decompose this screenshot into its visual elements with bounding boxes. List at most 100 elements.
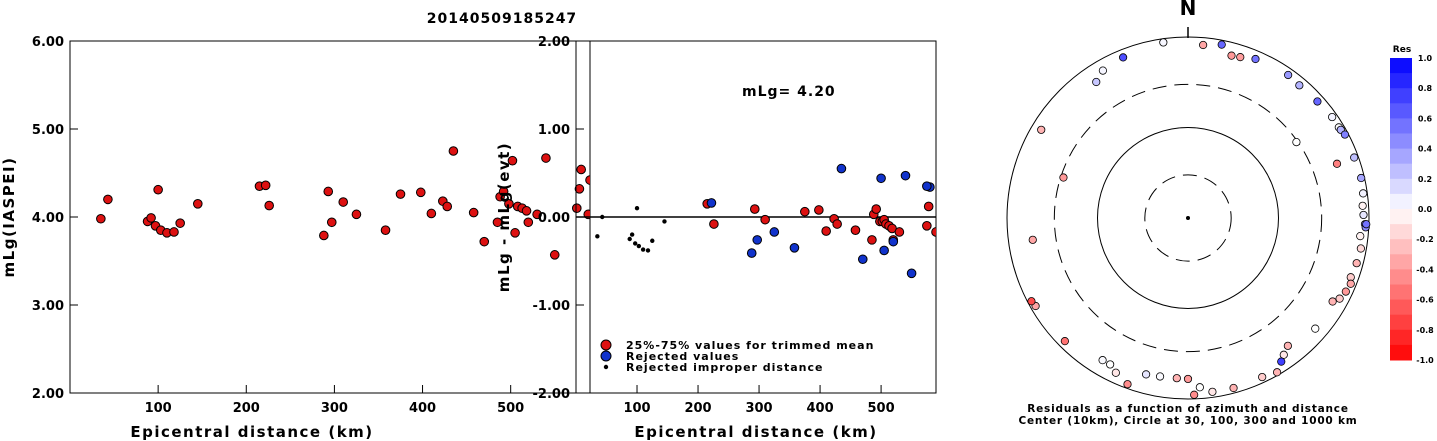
station-marker — [1340, 130, 1350, 139]
p2-xtick-label: 100 — [623, 401, 650, 416]
mlg-point — [192, 199, 203, 209]
station-marker — [1362, 220, 1371, 229]
colorbar-tick-label: -0.4 — [1416, 265, 1434, 274]
colorbar-cell — [1390, 118, 1412, 134]
trimmed-mean-point — [867, 235, 877, 245]
ring-1000km — [1006, 36, 1370, 400]
colorbar-tick-label: 0.6 — [1418, 114, 1433, 123]
trimmed-mean-point — [922, 221, 932, 231]
improper-distance-point — [600, 214, 605, 220]
trimmed-mean-point — [832, 219, 842, 229]
ring-100km — [1097, 127, 1279, 309]
station-marker — [1284, 70, 1293, 80]
trimmed-mean-point — [894, 227, 905, 237]
figure-title: 20140509185247 — [427, 11, 577, 27]
mlg-point — [338, 197, 349, 207]
p1-ytick-label: 4.00 — [32, 211, 64, 226]
mlg-point — [576, 164, 586, 175]
legend-label-improper: Rejected improper distance — [626, 361, 823, 374]
station-marker — [1311, 324, 1320, 333]
colorbar-tick-label: -0.8 — [1416, 326, 1434, 335]
improper-distance-point — [662, 219, 667, 224]
improper-distance-point — [636, 243, 642, 249]
mlg-point — [498, 186, 509, 197]
axis-ticks-1: 100 200 300 400 500 2.00 3.00 4.00 5.00 6.00 — [32, 35, 524, 416]
mlg-point — [504, 199, 514, 209]
station-marker — [1123, 380, 1132, 389]
caption-line-1: Residuals as a function of azimuth and d… — [1027, 403, 1349, 415]
improper-distance-point — [650, 238, 655, 243]
p2-ytick-label: 0.00 — [538, 211, 570, 226]
station-marker — [1159, 38, 1168, 47]
mlg-distance-panel: 100 200 300 400 500 2.00 3.00 4.00 5.00 6.00 Epic… — [0, 35, 591, 441]
mlg-point — [415, 187, 426, 198]
trimmed-mean-point — [871, 204, 882, 214]
mlg-point — [479, 236, 490, 247]
colorbar-cell — [1390, 224, 1412, 240]
station-marker — [1358, 201, 1367, 210]
data-points-2 — [595, 163, 936, 279]
colorbar-cell — [1390, 284, 1412, 301]
rejected-point — [922, 181, 932, 191]
legend-label-rejected: Rejected values — [626, 350, 739, 363]
axis-ticks-2: 100 200 300 400 500 -2.00 -1.00 0.00 1.00 2.00 — [533, 35, 895, 416]
mlg-point — [541, 153, 551, 163]
station-marker — [1356, 232, 1365, 241]
colorbar-title: Res — [1393, 45, 1411, 55]
rejected-point — [876, 173, 886, 184]
trimmed-mean-point — [931, 227, 936, 237]
legend-marker-improper — [603, 364, 609, 370]
station-markers — [1027, 38, 1371, 399]
station-marker — [1251, 54, 1260, 64]
rejected-point — [906, 268, 917, 279]
colorbar-tick-label: 0.0 — [1418, 205, 1433, 214]
p1-xtick-label: 500 — [497, 401, 524, 416]
station-marker — [1172, 374, 1181, 383]
rejected-point — [888, 236, 899, 247]
mlg-point — [175, 218, 185, 228]
p2-xtick-label: 200 — [684, 401, 711, 416]
station-marker — [1106, 360, 1115, 369]
colorbar-tick-label: -0.2 — [1416, 235, 1434, 244]
rejected-point — [706, 198, 717, 208]
station-marker — [1183, 374, 1193, 384]
colorbar-cell — [1390, 299, 1412, 316]
mlg-point — [264, 200, 274, 211]
station-marker — [1195, 383, 1204, 392]
station-marker — [1328, 297, 1337, 306]
rejected-point — [769, 227, 780, 237]
north-label: N — [1180, 0, 1197, 20]
caption-line-2: Center (10km), Circle at 30, 100, 300 an… — [1018, 415, 1357, 427]
ring-30km — [1144, 174, 1232, 262]
magnitude-annotation: mLg= 4.20 — [742, 84, 836, 100]
mlg-point — [442, 201, 453, 212]
mlg-point — [574, 184, 585, 194]
station-marker — [1279, 350, 1288, 359]
mlg-point — [468, 207, 479, 218]
ring-300km — [1053, 83, 1323, 353]
mlg-point — [510, 228, 520, 238]
colorbar-tick-label: 0.8 — [1418, 84, 1433, 93]
station-marker — [1155, 372, 1165, 381]
colorbar-cell — [1390, 269, 1412, 285]
station-marker — [1119, 53, 1128, 62]
center-point — [1186, 216, 1190, 220]
residual-distance-panel: 100 200 300 400 500 -2.00 -1.00 0.00 1.00 2.00 mL… — [495, 35, 937, 441]
colorbar-tick-label: -0.6 — [1416, 296, 1434, 305]
legend-label-trimmed: 25%-75% values for trimmed mean — [626, 339, 874, 352]
rejected-point — [836, 163, 847, 174]
station-marker — [1352, 259, 1361, 268]
mlg-point — [169, 227, 179, 237]
data-points-1 — [96, 146, 590, 260]
station-marker — [1098, 356, 1107, 365]
station-marker — [1359, 210, 1368, 220]
trimmed-mean-point — [821, 226, 831, 236]
station-marker — [1227, 51, 1236, 60]
colorbar-cell — [1390, 239, 1412, 255]
mlg-point — [319, 230, 329, 241]
station-marker — [1111, 368, 1120, 377]
station-marker — [1059, 173, 1068, 182]
mlg-point — [103, 194, 113, 205]
p1-xtick-label: 100 — [145, 401, 172, 416]
